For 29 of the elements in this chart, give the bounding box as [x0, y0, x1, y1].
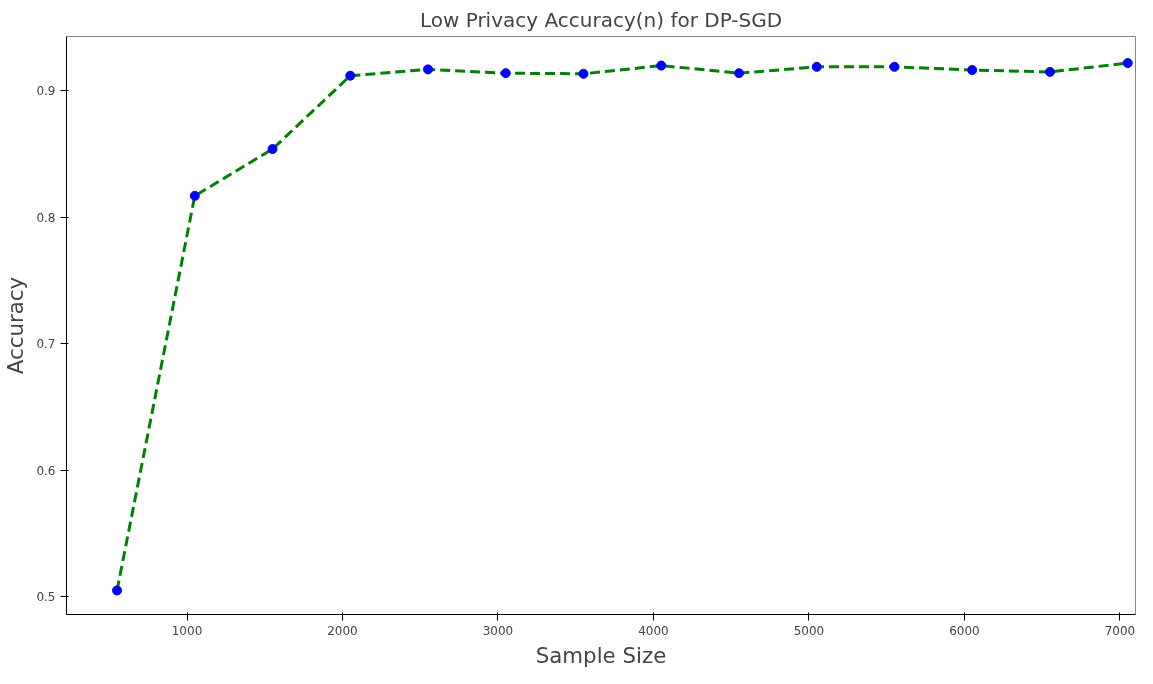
point [267, 144, 278, 155]
x-tick-label: 6000 [949, 623, 980, 638]
x-tick-label: 2000 [327, 623, 358, 638]
point [189, 190, 200, 201]
y-tick-label: 0.8 [36, 210, 56, 225]
point [423, 64, 434, 75]
point [1044, 66, 1055, 77]
point [889, 61, 900, 72]
chart-title: Low Privacy Accuracy(n) for DP-SGD [419, 7, 783, 32]
y-tick-label: 0.7 [36, 337, 56, 352]
point [734, 68, 744, 79]
x-tick-label: 3000 [482, 623, 514, 638]
y-tick-label: 0.5 [36, 590, 56, 605]
y-tick-label: 0.6 [36, 463, 56, 478]
x-axis-title: Sample Size [535, 642, 667, 668]
y-tick-label: 0.9 [36, 84, 56, 99]
point [1122, 58, 1133, 69]
point [656, 60, 667, 71]
point [112, 585, 123, 596]
point [345, 70, 356, 81]
x-tick-label: 7000 [1104, 623, 1136, 638]
x-tick-label: 1000 [171, 623, 203, 638]
point [967, 65, 978, 76]
point [500, 68, 511, 79]
x-tick-label: 5000 [793, 623, 825, 638]
y-axis-title: Accuracy [3, 276, 29, 375]
point [811, 61, 822, 72]
point [578, 68, 589, 79]
x-tick-label: 4000 [638, 623, 669, 638]
